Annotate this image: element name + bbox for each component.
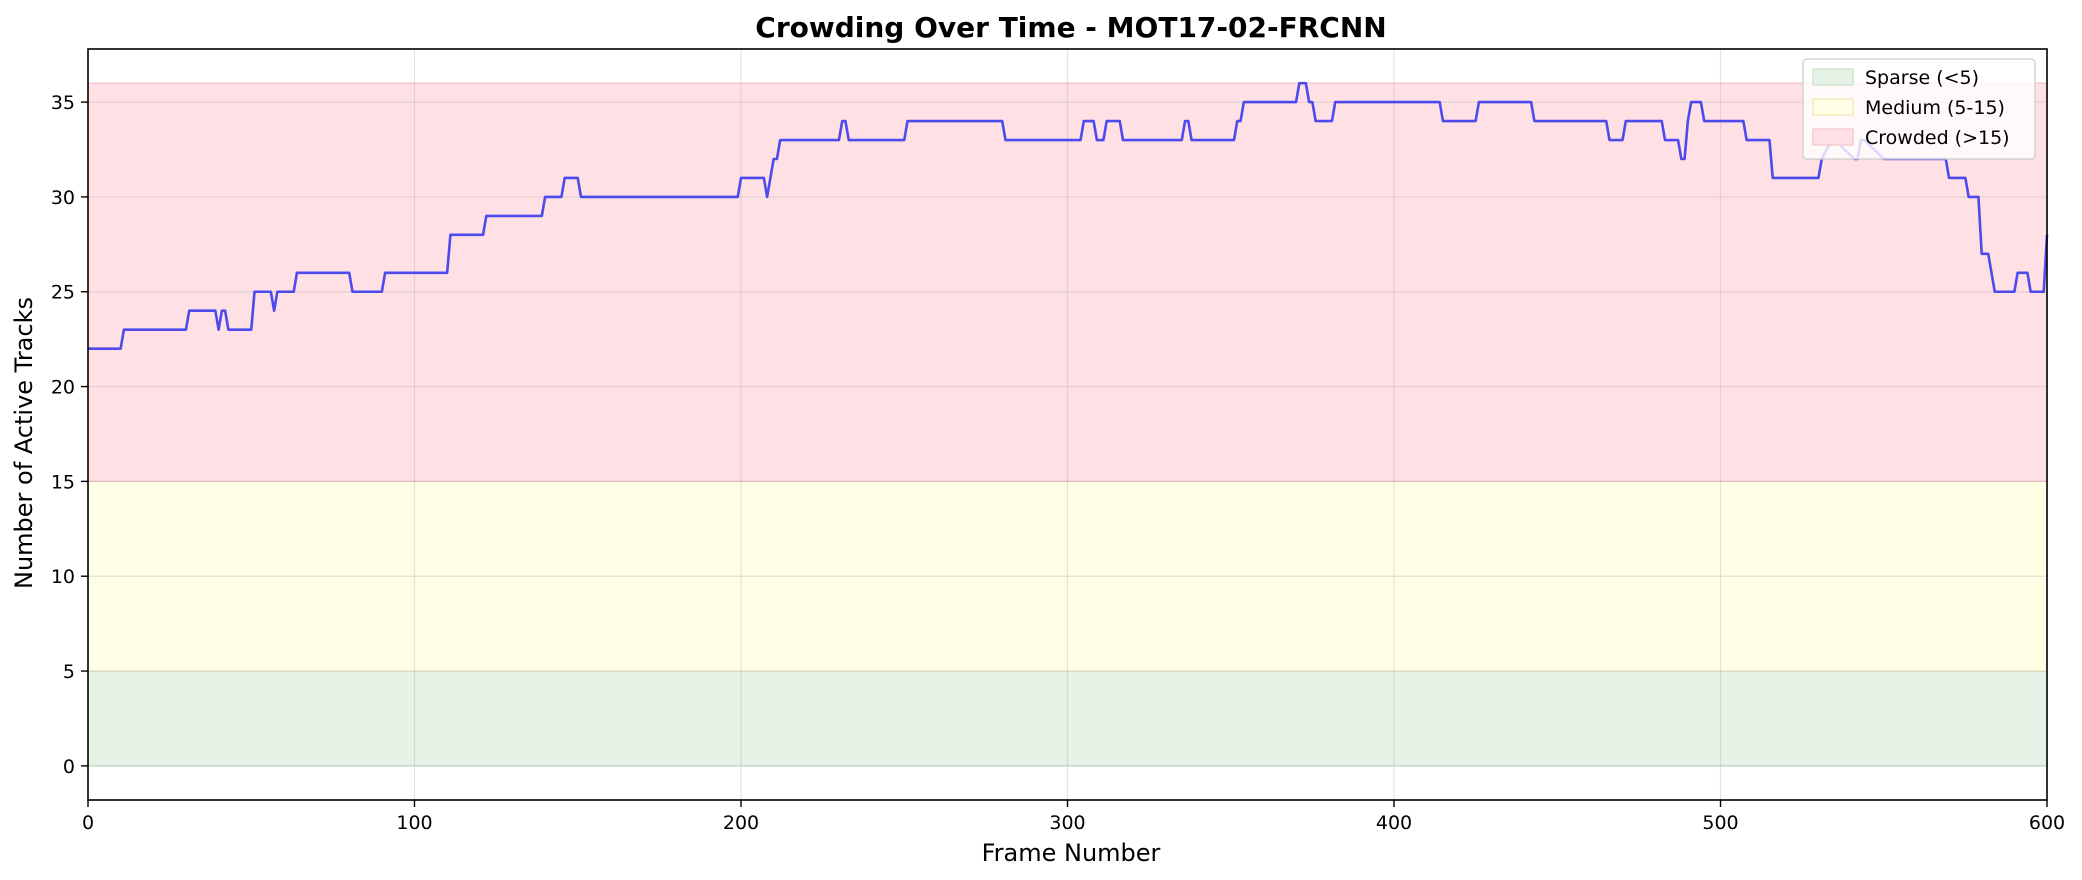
x-tick-label: 300	[1049, 812, 1085, 834]
band-layer	[88, 82, 2047, 767]
y-tick-label: 20	[51, 377, 75, 399]
legend: Sparse (<5) Medium (5-15) Crowded (>15)	[1802, 58, 2036, 160]
band-0	[88, 671, 2047, 766]
x-tick-label: 200	[723, 812, 759, 834]
band-2	[88, 83, 2047, 482]
x-tick-label: 600	[2029, 812, 2065, 834]
y-axis-label: Number of Active Tracks	[10, 297, 38, 589]
legend-swatch-0	[1812, 68, 1854, 86]
legend-label-1: Medium (5-15)	[1865, 97, 2005, 119]
legend-swatch-2	[1812, 128, 1854, 146]
x-tick-label: 500	[1702, 812, 1738, 834]
x-tick-label: 400	[1376, 812, 1412, 834]
y-tick-label: 25	[51, 282, 75, 304]
legend-label-2: Crowded (>15)	[1865, 127, 2010, 149]
band-1	[88, 481, 2047, 672]
x-tick-label: 100	[396, 812, 432, 834]
y-tick-label: 0	[63, 756, 75, 778]
y-tick-label: 35	[51, 92, 75, 114]
y-tick-label: 10	[51, 566, 75, 588]
y-tick-label: 5	[63, 661, 75, 683]
tick-layer: 0 100 200 300 400 500 600 0 5 10 15 20 25 30 35	[51, 92, 2065, 834]
x-axis-label: Frame Number	[982, 839, 1161, 867]
y-tick-label: 15	[51, 471, 75, 493]
y-tick-label: 30	[51, 187, 75, 209]
legend-label-0: Sparse (<5)	[1865, 67, 1979, 89]
x-tick-label: 0	[82, 812, 94, 834]
chart-title: Crowding Over Time - MOT17-02-FRCNN	[755, 11, 1386, 44]
legend-box	[1802, 58, 2036, 160]
legend-swatch-1	[1812, 98, 1854, 116]
